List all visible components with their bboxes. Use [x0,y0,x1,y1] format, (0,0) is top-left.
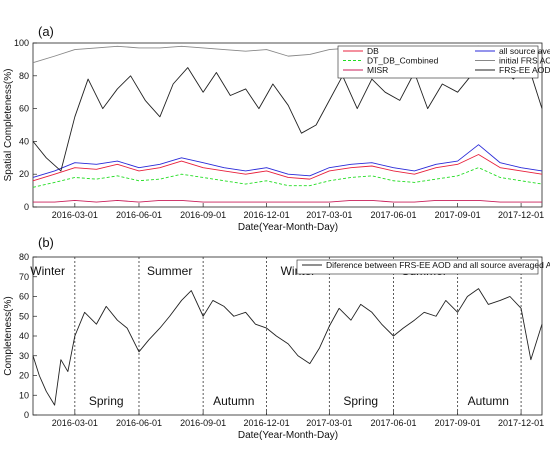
y-tick-label: 30 [19,351,29,361]
x-tick-label: 2016-12-01 [244,418,290,428]
y-tick-label: 80 [19,252,29,262]
panel-a-y-axis-title: Spatial Completeness(%) [3,69,14,182]
y-tick-label: 0 [24,410,29,420]
legend-entry: all source averaged AOD [499,46,550,56]
x-tick-label: 2016-09-01 [180,418,226,428]
panel-a-series [32,45,543,203]
x-tick-label: 2016-06-01 [116,418,162,428]
y-tick-label: 10 [19,390,29,400]
y-tick-label: 40 [19,136,29,146]
panel-b-label: (b) [38,235,54,250]
panel-a-y-ticks: 0 20 40 60 80 100 [14,38,37,212]
x-tick-label: 2017-06-01 [370,418,416,428]
y-tick-label: 60 [19,292,29,302]
season-label: Spring [89,394,124,408]
series-line-all-source-averaged-aod [32,144,543,178]
y-tick-label: 40 [19,331,29,341]
y-tick-label: 80 [19,71,29,81]
x-tick-label: 2017-06-01 [370,210,416,220]
x-tick-label: 2017-03-01 [306,210,352,220]
panel-a-x-axis-title: Date(Year-Month-Day) [238,222,338,233]
panel-a-plot-frame [32,42,543,208]
panel-b-y-axis-title: Completeness(%) [3,296,14,375]
legend-entry: DT_DB_Combined [367,56,439,66]
y-tick-label: 100 [14,38,29,48]
panel-b-x-ticks: 2016-03-01 2016-06-01 2016-09-01 2016-12-01… [52,411,544,428]
x-tick-label: 2016-09-01 [180,210,226,220]
y-tick-label: 70 [19,272,29,282]
season-label: Spring [343,394,378,408]
legend-entry: DB [367,46,379,56]
y-tick-label: 60 [19,104,29,114]
series-line-diference-between-frs-ee-aod-and-all-source-averaged-aod [32,288,543,406]
y-tick-label: 20 [19,169,29,179]
x-tick-label: 2017-03-01 [306,418,352,428]
legend-box [337,45,539,79]
x-tick-label: 2017-09-01 [435,210,481,220]
series-line-db [32,154,543,182]
legend-entry: FRS-EE AOD [499,65,550,75]
season-label: Autumn [213,394,254,408]
x-tick-label: 2017-09-01 [435,418,481,428]
season-label: Summer [147,264,192,278]
panel-b-legend: Diference between FRS-EE AOD and all sou… [296,259,550,275]
panel-b-x-axis-title: Date(Year-Month-Day) [238,430,338,441]
panel-b: (b) 0 10 20 30 40 50 60 70 80 2016-03-01 2016-06-… [3,235,550,441]
x-tick-label: 2016-12-01 [244,210,290,220]
season-label: Autumn [468,394,509,408]
x-tick-label: 2016-06-01 [116,210,162,220]
legend-entry: MISR [367,65,388,75]
panel-b-series [32,288,543,406]
y-tick-label: 20 [19,371,29,381]
series-line-misr [33,199,542,203]
panel-a-x-ticks: 2016-03-01 2016-06-01 2016-09-01 2016-12-01… [52,203,544,220]
season-label: Winter [30,264,65,278]
panel-b-season-labels: WinterSpringSummerAutumnWinterSpringSumm… [30,264,509,408]
series-line-dt-db-combined [32,167,543,188]
x-tick-label: 2017-12-01 [498,210,544,220]
panel-b-y-ticks: 0 10 20 30 40 50 60 70 80 [19,252,37,420]
legend-entry: Diference between FRS-EE AOD and all sou… [326,260,550,270]
y-tick-label: 0 [24,202,29,212]
panel-b-plot-frame [32,256,543,416]
x-tick-label: 2017-12-01 [498,418,544,428]
panel-a-label: (a) [38,24,54,39]
y-tick-label: 50 [19,311,29,321]
x-tick-label: 2016-03-01 [52,210,98,220]
x-tick-label: 2016-03-01 [52,418,98,428]
series-line-frs-ee-aod [32,55,543,172]
legend-box [296,259,539,275]
legend-entry: initial FRS AOD [499,56,550,66]
panel-b-season-dividers [74,257,522,415]
